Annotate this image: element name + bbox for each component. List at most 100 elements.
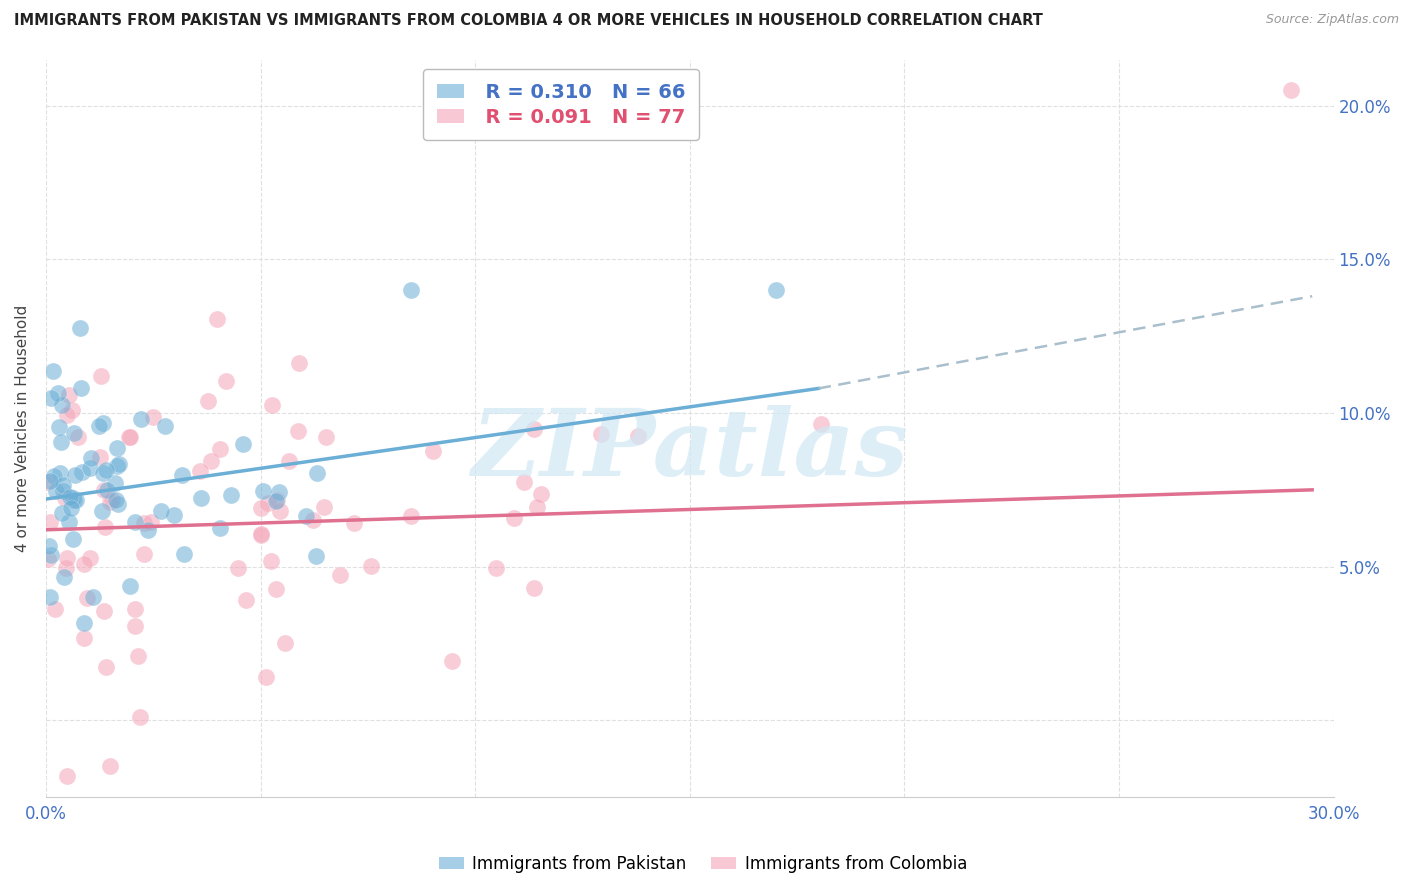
- Point: [257, 496, 280, 510]
- Point: [305, 466, 328, 480]
- Point: [93, 604, 115, 618]
- Point: [627, 429, 650, 443]
- Point: [38, 591, 60, 605]
- Point: [139, 515, 162, 529]
- Point: [124, 619, 146, 633]
- Point: [274, 636, 297, 650]
- Point: [48, 420, 70, 434]
- Point: [101, 493, 124, 508]
- Point: [87, 419, 110, 434]
- Point: [136, 523, 159, 537]
- Point: [39, 392, 62, 406]
- Point: [305, 549, 328, 563]
- Point: [82, 591, 104, 605]
- Point: [105, 459, 128, 474]
- Point: [503, 511, 526, 525]
- Point: [51, 434, 73, 449]
- Point: [485, 560, 508, 574]
- Point: [49, 466, 72, 480]
- Point: [312, 500, 335, 514]
- Legend:   R = 0.310   N = 66,   R = 0.091   N = 77: R = 0.310 N = 66, R = 0.091 N = 77: [423, 70, 699, 140]
- Point: [38, 539, 60, 553]
- Point: [90, 369, 112, 384]
- Point: [124, 515, 146, 529]
- Point: [287, 424, 309, 438]
- Point: [76, 591, 98, 606]
- Point: [70, 381, 93, 395]
- Point: [120, 430, 142, 444]
- Point: [277, 454, 299, 468]
- Point: [105, 492, 128, 507]
- Point: [302, 513, 325, 527]
- Point: [134, 516, 156, 530]
- Point: [260, 554, 283, 568]
- Point: [70, 465, 93, 479]
- Point: [200, 454, 222, 468]
- Point: [93, 483, 115, 497]
- Point: [58, 515, 80, 529]
- Point: [63, 492, 86, 507]
- Point: [96, 483, 118, 497]
- Point: [530, 487, 553, 501]
- Point: [45, 484, 67, 499]
- Point: [104, 475, 127, 490]
- Point: [329, 567, 352, 582]
- Point: [56, 769, 79, 783]
- Point: [235, 593, 257, 607]
- Point: [208, 521, 231, 535]
- Point: [295, 509, 318, 524]
- Point: [98, 759, 121, 773]
- Point: [360, 558, 382, 573]
- Point: [62, 491, 84, 505]
- Point: [38, 474, 60, 488]
- Point: [63, 426, 86, 441]
- Point: [118, 579, 141, 593]
- Point: [35, 475, 58, 490]
- Point: [810, 417, 832, 431]
- Point: [1279, 83, 1302, 97]
- Point: [66, 430, 89, 444]
- Text: IMMIGRANTS FROM PAKISTAN VS IMMIGRANTS FROM COLOMBIA 4 OR MORE VEHICLES IN HOUSE: IMMIGRANTS FROM PAKISTAN VS IMMIGRANTS F…: [14, 13, 1043, 29]
- Point: [93, 416, 115, 430]
- Point: [73, 616, 96, 631]
- Point: [129, 710, 152, 724]
- Y-axis label: 4 or more Vehicles in Household: 4 or more Vehicles in Household: [15, 305, 30, 552]
- Point: [399, 509, 422, 524]
- Point: [262, 398, 284, 412]
- Point: [256, 670, 278, 684]
- Text: Source: ZipAtlas.com: Source: ZipAtlas.com: [1265, 13, 1399, 27]
- Point: [62, 532, 84, 546]
- Point: [215, 374, 238, 388]
- Point: [287, 356, 309, 370]
- Point: [315, 430, 337, 444]
- Point: [105, 441, 128, 455]
- Point: [59, 491, 82, 505]
- Point: [173, 547, 195, 561]
- Point: [264, 582, 287, 596]
- Text: ZIPatlas: ZIPatlas: [471, 406, 908, 495]
- Point: [107, 497, 129, 511]
- Point: [55, 561, 77, 575]
- Point: [134, 547, 156, 561]
- Point: [142, 410, 165, 425]
- Point: [267, 484, 290, 499]
- Point: [60, 501, 83, 516]
- Point: [153, 419, 176, 434]
- Point: [38, 515, 60, 529]
- Point: [94, 520, 117, 534]
- Point: [589, 427, 612, 442]
- Point: [79, 461, 101, 475]
- Point: [188, 464, 211, 478]
- Point: [343, 516, 366, 530]
- Point: [399, 283, 422, 297]
- Point: [73, 558, 96, 572]
- Point: [221, 488, 243, 502]
- Point: [63, 467, 86, 482]
- Point: [129, 412, 152, 426]
- Point: [124, 602, 146, 616]
- Point: [208, 442, 231, 457]
- Point: [249, 528, 271, 542]
- Point: [226, 561, 249, 575]
- Point: [252, 484, 274, 499]
- Point: [205, 311, 228, 326]
